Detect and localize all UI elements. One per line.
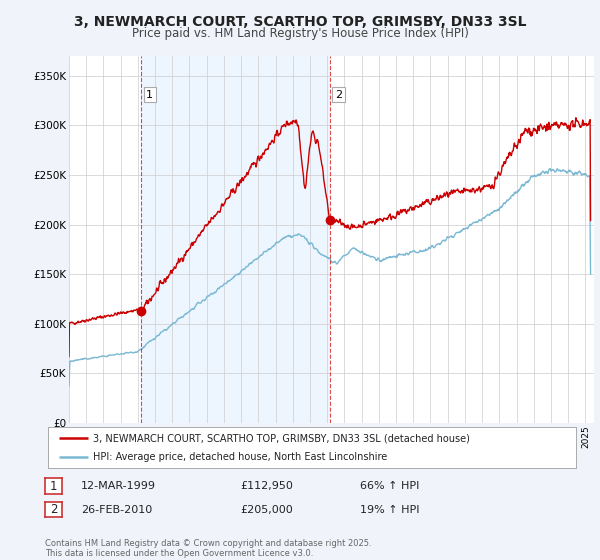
Text: 26-FEB-2010: 26-FEB-2010 [81,505,152,515]
Text: HPI: Average price, detached house, North East Lincolnshire: HPI: Average price, detached house, Nort… [93,452,387,463]
Text: 3, NEWMARCH COURT, SCARTHO TOP, GRIMSBY, DN33 3SL (detached house): 3, NEWMARCH COURT, SCARTHO TOP, GRIMSBY,… [93,433,470,443]
Text: 1: 1 [146,90,153,100]
Text: £112,950: £112,950 [240,481,293,491]
Text: 3, NEWMARCH COURT, SCARTHO TOP, GRIMSBY, DN33 3SL: 3, NEWMARCH COURT, SCARTHO TOP, GRIMSBY,… [74,15,526,29]
Text: Price paid vs. HM Land Registry's House Price Index (HPI): Price paid vs. HM Land Registry's House … [131,27,469,40]
Text: 19% ↑ HPI: 19% ↑ HPI [360,505,419,515]
Text: 66% ↑ HPI: 66% ↑ HPI [360,481,419,491]
Text: 2: 2 [50,503,57,516]
Text: £205,000: £205,000 [240,505,293,515]
Text: 2: 2 [335,90,342,100]
Text: 1: 1 [50,479,57,493]
Text: 12-MAR-1999: 12-MAR-1999 [81,481,156,491]
Text: Contains HM Land Registry data © Crown copyright and database right 2025.
This d: Contains HM Land Registry data © Crown c… [45,539,371,558]
Bar [141,56,330,423]
